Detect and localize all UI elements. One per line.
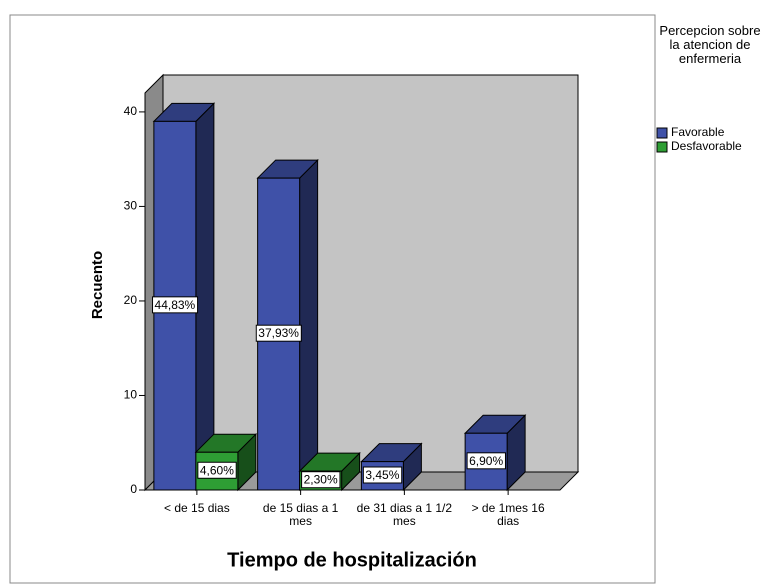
- x-tick-label: > de 1mes 16 dias: [471, 501, 545, 528]
- y-tick-label: 30: [124, 199, 138, 213]
- y-tick-label: 20: [124, 293, 138, 307]
- x-tick-label: < de 15 dias: [164, 501, 230, 515]
- bar-face: [195, 102, 215, 492]
- y-axis-title: Recuento: [89, 251, 106, 319]
- legend-swatch: [656, 127, 668, 139]
- x-tick-label: de 15 dias a 1 mes: [262, 501, 339, 528]
- value-label-box: [197, 461, 237, 479]
- legend-title: Percepcion sobre la atencion de enfermer…: [659, 23, 761, 66]
- legend-label: Desfavorable: [671, 139, 742, 153]
- bar-face: [299, 158, 319, 492]
- value-label: 44,83%: [155, 298, 196, 312]
- x-title-box: [185, 538, 520, 578]
- value-label-box: [255, 324, 302, 342]
- x-tick-label: de 31 dias a 1 1/2 mes: [356, 501, 453, 528]
- value-label-box: [362, 466, 403, 484]
- value-label: 3,45%: [365, 468, 399, 482]
- y-tick-label: 10: [124, 388, 138, 402]
- back-wall: [162, 74, 579, 473]
- legend-label: Favorable: [671, 125, 725, 139]
- value-label-box: [301, 471, 341, 489]
- value-label: 6,90%: [469, 454, 503, 468]
- y-tick-label: 40: [124, 104, 138, 118]
- value-label: 2,30%: [304, 473, 338, 487]
- value-label: 37,93%: [258, 326, 299, 340]
- legend-swatch: [656, 141, 668, 153]
- y-tick-label: 0: [130, 482, 137, 496]
- value-label: 4,60%: [200, 463, 234, 477]
- x-axis-title: Tiempo de hospitalización: [227, 549, 477, 571]
- value-label-box: [152, 296, 199, 314]
- value-label-box: [466, 452, 506, 470]
